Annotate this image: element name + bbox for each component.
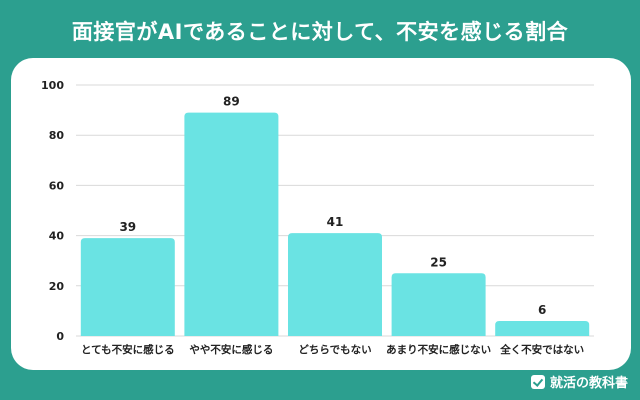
y-tick-label: 40 (49, 230, 65, 243)
y-tick-label: 60 (49, 179, 65, 192)
x-tick-label: とても不安に感じる (81, 343, 175, 356)
x-axis-ticks: とても不安に感じる やや不安に感じる どちらでもない あまり不安に感じない 全く不安では… (81, 343, 584, 356)
y-tick-label: 80 (49, 129, 65, 142)
brand-logo: 就活の教科書 (530, 372, 628, 391)
bar (495, 320, 590, 336)
brand-name: 就活の教科書 (549, 376, 628, 391)
x-tick-label: どちらでもない (298, 343, 371, 356)
x-tick-label: 全く不安ではない (499, 343, 584, 356)
y-tick-label: 100 (41, 79, 64, 92)
chart-title: 面接官がAIであることに対して、不安を感じる割合 (71, 20, 569, 44)
data-label: 39 (119, 220, 136, 234)
bar (288, 233, 382, 336)
data-label: 89 (223, 95, 240, 109)
checkmark-book-icon (530, 374, 545, 389)
data-label: 41 (327, 215, 344, 229)
data-label: 6 (538, 303, 546, 317)
bar (184, 112, 279, 336)
data-labels: 39 89 41 25 6 (119, 95, 546, 317)
bar (80, 238, 175, 336)
y-axis-ticks: 0 20 40 60 80 100 (41, 79, 64, 343)
data-label: 25 (430, 255, 447, 269)
y-tick-label: 20 (49, 280, 65, 293)
bar (391, 273, 486, 336)
x-tick-label: あまり不安に感じない (386, 343, 491, 356)
y-tick-label: 0 (56, 330, 64, 343)
bars (80, 112, 590, 336)
x-tick-label: やや不安に感じる (189, 343, 273, 356)
